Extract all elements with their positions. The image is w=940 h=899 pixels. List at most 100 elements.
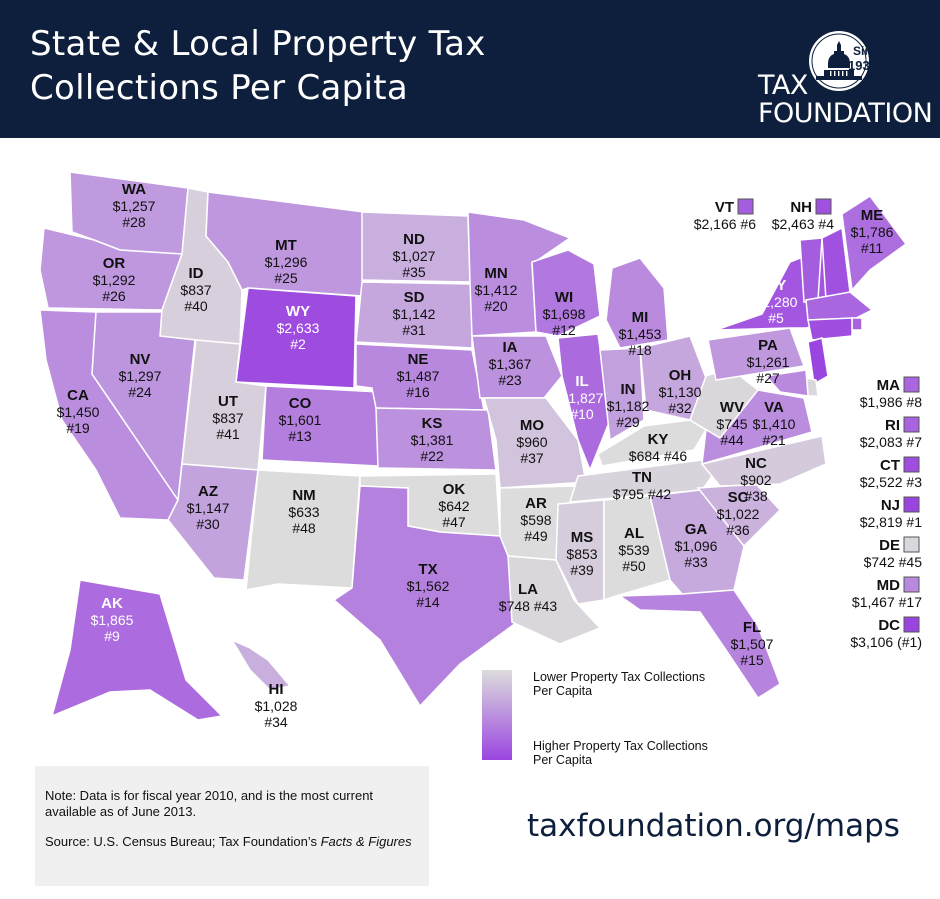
state-rank-ne: #16 xyxy=(406,384,430,400)
state-hi xyxy=(230,638,292,691)
state-value-wy: $2,633 xyxy=(277,320,320,336)
swatch-ma xyxy=(903,376,920,393)
legend-low-line-2: Per Capita xyxy=(533,684,593,698)
state-abbr-nm: NM xyxy=(292,487,315,504)
state-abbr-nd: ND xyxy=(403,231,425,248)
state-abbr-ak: AK xyxy=(101,595,123,612)
state-value-nd: $1,027 xyxy=(393,248,436,264)
state-rank-ak: #9 xyxy=(104,628,120,644)
state-mi xyxy=(605,257,669,349)
state-rank-nv: #24 xyxy=(128,384,152,400)
legend-low-label: Lower Property Tax Collections Per Capit… xyxy=(533,670,705,698)
state-value-or: $1,292 xyxy=(93,272,136,288)
source-italic: Facts & Figures xyxy=(320,834,412,849)
state-abbr-az: AZ xyxy=(198,483,218,500)
state-value-mn: $1,412 xyxy=(475,282,518,298)
state-vt xyxy=(799,237,823,303)
state-ri xyxy=(851,317,863,331)
legend-gradient-bar xyxy=(482,670,512,760)
state-rank-wa: #28 xyxy=(122,214,146,230)
state-rank-ny: #5 xyxy=(768,310,784,326)
state-rank-mn: #20 xyxy=(484,298,508,314)
swatch-md xyxy=(903,576,920,593)
state-wi xyxy=(531,249,601,337)
state-value-oh: $1,130 xyxy=(659,384,702,400)
logo-name-line-2: FOUNDATION xyxy=(758,98,933,129)
state-value-wi: $1,698 xyxy=(543,306,586,322)
state-value-ar: $598 xyxy=(520,512,551,528)
logo-name-line-1: TAX xyxy=(758,70,808,101)
us-choropleth-map: WA$1,257#28OR$1,292#26CA$1,450#19NV$1,29… xyxy=(39,171,923,760)
state-abbr-la: LA xyxy=(518,581,538,598)
side-abbr-ma: MA xyxy=(877,377,900,394)
state-value-mt: $1,296 xyxy=(265,254,308,270)
state-rank-nm: #48 xyxy=(292,520,316,536)
state-abbr-or: OR xyxy=(103,255,126,272)
state-rank-pa: #27 xyxy=(756,370,780,386)
state-abbr-nv: NV xyxy=(130,351,151,368)
state-nc xyxy=(700,435,827,487)
state-rank-ms: #39 xyxy=(570,562,594,578)
legend-high-line-1: Higher Property Tax Collections xyxy=(533,739,708,753)
state-abbr-mn: MN xyxy=(484,265,507,282)
state-abbr-sd: SD xyxy=(404,289,425,306)
seal-since-text: Since xyxy=(853,44,886,58)
state-ks xyxy=(375,407,497,471)
state-abbr-hi: HI xyxy=(269,681,284,698)
side-value-rank-ma: $1,986 #8 xyxy=(860,394,922,410)
side-value-rank-nh: $2,463 #4 xyxy=(772,216,834,232)
legend-high-line-2: Per Capita xyxy=(533,753,593,767)
state-rank-ut: #41 xyxy=(216,426,240,442)
state-abbr-ar: AR xyxy=(525,495,547,512)
state-abbr-me: ME xyxy=(861,207,884,224)
state-abbr-ne: NE xyxy=(408,351,429,368)
state-abbr-ca: CA xyxy=(67,387,89,404)
swatch-nh xyxy=(815,198,832,215)
state-value-al: $539 xyxy=(618,542,649,558)
state-abbr-ks: KS xyxy=(422,415,443,432)
state-abbr-pa: PA xyxy=(758,337,778,354)
state-abbr-ia: IA xyxy=(503,339,518,356)
state-ma xyxy=(805,291,874,321)
state-rank-wy: #2 xyxy=(290,336,306,352)
state-abbr-mi: MI xyxy=(632,309,649,326)
state-ms xyxy=(555,499,605,605)
state-value-fl: $1,507 xyxy=(731,636,774,652)
state-value-sd: $1,142 xyxy=(393,306,436,322)
state-value-nm: $633 xyxy=(288,504,319,520)
state-value-ia: $1,367 xyxy=(489,356,532,372)
side-value-rank-ct: $2,522 #3 xyxy=(860,474,922,490)
state-rank-va: #21 xyxy=(762,432,786,448)
state-rank-mi: #18 xyxy=(628,342,652,358)
site-url[interactable]: taxfoundation.org/maps xyxy=(527,808,900,844)
state-abbr-al: AL xyxy=(624,525,644,542)
state-abbr-id: ID xyxy=(189,265,204,282)
state-value-ny: $2,280 xyxy=(755,294,798,310)
state-in xyxy=(599,347,645,442)
side-value-rank-ri: $2,083 #7 xyxy=(860,434,922,450)
state-nj xyxy=(807,337,829,386)
state-value-ut: $837 xyxy=(212,410,243,426)
state-rank-or: #26 xyxy=(102,288,126,304)
side-abbr-de: DE xyxy=(879,537,900,554)
state-abbr-wi: WI xyxy=(555,289,573,306)
state-value-in: $1,182 xyxy=(607,398,650,414)
swatch-nj xyxy=(903,496,920,513)
state-il xyxy=(557,333,611,473)
state-abbr-ga: GA xyxy=(685,521,708,538)
note-text: Note: Data is for fiscal year 2010, and … xyxy=(45,788,374,819)
state-abbr-wv: WV xyxy=(720,399,744,416)
side-abbr-nj: NJ xyxy=(881,497,900,514)
state-value-sc: $1,022 xyxy=(717,506,760,522)
state-rank-il: #10 xyxy=(570,406,594,422)
state-ak xyxy=(50,579,224,721)
tax-foundation-logo: Since 1937 TAX FOUNDATION xyxy=(758,30,933,130)
state-abbr-fl: FL xyxy=(743,619,761,636)
state-abbr-mt: MT xyxy=(275,237,297,254)
state-value-pa: $1,261 xyxy=(747,354,790,370)
state-value-rank-tn: $795 #42 xyxy=(613,486,672,502)
side-value-rank-de: $742 #45 xyxy=(864,554,923,570)
state-rank-wi: #12 xyxy=(552,322,576,338)
swatch-dc xyxy=(903,616,920,633)
state-abbr-co: CO xyxy=(289,395,312,412)
